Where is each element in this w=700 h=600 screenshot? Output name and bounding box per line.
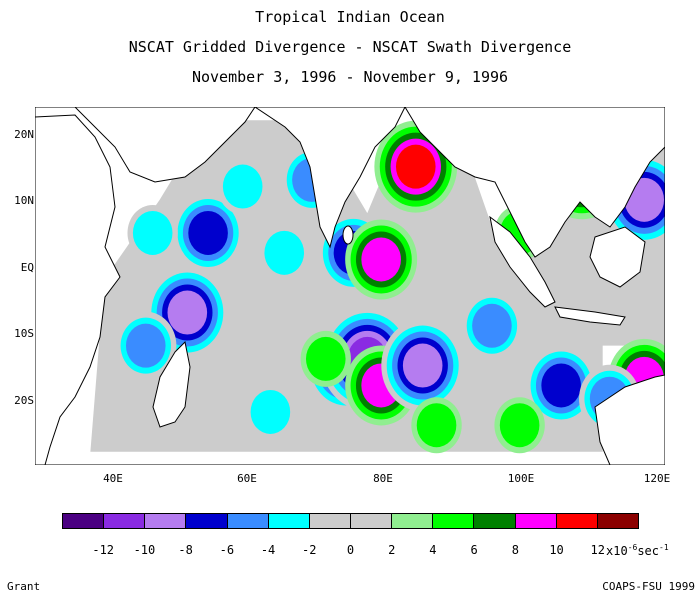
divergence-cell	[381, 319, 465, 412]
legend-tick-label: -2	[302, 543, 317, 557]
lon-label-80e: 80E	[373, 472, 393, 485]
divergence-cell	[259, 224, 310, 281]
contour-band	[305, 336, 346, 381]
legend-tick-label: -8	[178, 543, 193, 557]
divergence-cell	[411, 397, 462, 454]
legend-swatch	[433, 514, 475, 528]
units-suffix: sec	[637, 544, 660, 558]
india-outline	[254, 107, 406, 249]
contour-band	[402, 343, 443, 388]
legend-tick-label: 0	[346, 543, 355, 557]
legend-tick-label: -10	[133, 543, 156, 557]
divergence-cell	[172, 192, 245, 273]
legend-tick-label: 6	[470, 543, 478, 557]
contour-band	[472, 303, 512, 348]
date-range: November 3, 1996 - November 9, 1996	[191, 68, 509, 86]
lat-label-10n: 10N	[14, 194, 34, 207]
contour-band	[361, 237, 401, 282]
units-label: x10-6sec-1	[606, 543, 669, 558]
divergence-cell	[345, 219, 418, 300]
land-masses	[35, 107, 665, 465]
lat-label-20s: 20S	[14, 394, 34, 407]
sri-lanka-outline	[342, 225, 354, 245]
legend-swatch	[227, 514, 269, 528]
divergence-cell	[245, 383, 296, 440]
legend-tick-label: 10	[549, 543, 564, 557]
source-credit: COAPS-FSU 1999	[602, 580, 695, 593]
map-subtitle: NSCAT Gridded Divergence - NSCAT Swath D…	[128, 38, 572, 56]
borneo-outline	[589, 226, 646, 288]
legend-swatch	[63, 514, 105, 528]
legend-swatch	[474, 514, 516, 528]
divergence-cell	[525, 345, 598, 426]
legend-tick-label: -6	[219, 543, 235, 557]
divergence-cell	[494, 397, 545, 454]
southeast-asia-outline	[404, 107, 665, 258]
lon-label-100e: 100E	[507, 472, 535, 485]
map-title: Tropical Indian Ocean	[255, 8, 445, 26]
legend-swatch	[515, 514, 557, 528]
contour-band	[416, 403, 457, 448]
divergence-cell	[127, 204, 178, 261]
divergence-map	[35, 107, 665, 465]
sumatra-outline	[489, 215, 556, 308]
madagascar-outline	[152, 340, 191, 428]
legend-swatch	[350, 514, 393, 528]
divergence-cell	[115, 311, 177, 380]
legend-swatch	[104, 514, 146, 528]
contour-band	[395, 144, 436, 189]
lat-label-eq: EQ	[20, 261, 34, 274]
legend-swatch	[186, 514, 228, 528]
africa-outline	[35, 114, 121, 465]
lat-label-20n: 20N	[14, 128, 34, 141]
legend-tick-label: 4	[429, 543, 437, 557]
contour-band	[264, 230, 305, 275]
arabia-outline	[74, 107, 256, 183]
legend-swatch	[597, 514, 638, 528]
author-credit: Grant	[7, 580, 41, 593]
legend-tick-label: 12	[590, 543, 605, 557]
australia-outline	[594, 374, 665, 465]
divergence-cell	[217, 158, 268, 215]
legend-tick-label: -4	[260, 543, 276, 557]
legend-swatch	[392, 514, 434, 528]
lat-label-10s: 10S	[14, 327, 34, 340]
contour-band	[541, 363, 581, 408]
legend-tick-label: -12	[92, 543, 115, 557]
color-legend	[62, 513, 639, 529]
contour-band	[499, 403, 540, 448]
contour-band	[132, 210, 173, 255]
legend-swatch	[145, 514, 187, 528]
legend-tick-label: 8	[511, 543, 519, 557]
contour-band	[250, 389, 291, 434]
divergence-cell	[461, 291, 523, 360]
units-exponent: -6	[627, 543, 638, 552]
contour-band	[167, 290, 208, 335]
contour-band	[125, 323, 166, 368]
legend-tick-label: 2	[388, 543, 396, 557]
contour-band	[188, 210, 228, 255]
units-suffix-exponent: -1	[659, 543, 669, 552]
java-outline	[554, 306, 626, 326]
divergence-cell	[300, 330, 351, 387]
lon-label-60e: 60E	[237, 472, 257, 485]
units-prefix: x10	[606, 544, 628, 558]
legend-swatch	[309, 514, 351, 528]
lon-label-40e: 40E	[103, 472, 123, 485]
legend-swatch	[268, 514, 310, 528]
contour-band	[222, 164, 263, 209]
lon-label-120e: 120E	[643, 472, 671, 485]
legend-swatch	[556, 514, 598, 528]
